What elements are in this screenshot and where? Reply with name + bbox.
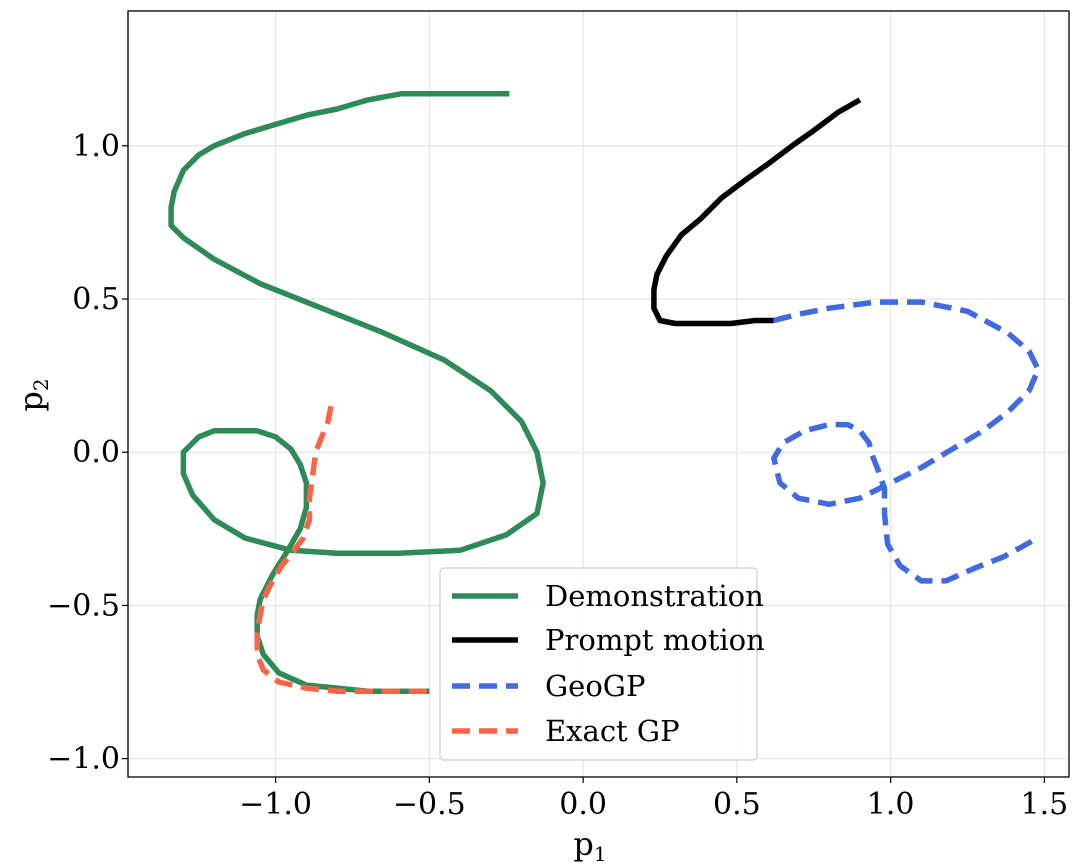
ticks: −1.0 −0.5 0.0 0.5 1.0 1.5 −1.0 −0.5 0.0 0.5 1.0 xyxy=(47,129,1068,822)
y-axis-label-subscript: 2 xyxy=(29,378,53,391)
x-tick-label: 1.0 xyxy=(867,787,915,822)
plot-frame xyxy=(127,10,1070,778)
legend-label-prompt-motion: Prompt motion xyxy=(545,623,765,657)
x-tick-label: 1.5 xyxy=(1021,787,1069,822)
x-axis-label-subscript: 1 xyxy=(594,842,607,866)
legend: Demonstration Prompt motion GeoGP Exact GP xyxy=(439,567,765,761)
y-tick-label: −1.0 xyxy=(47,742,120,777)
series-line-exact-gp xyxy=(254,405,430,694)
series-line-demonstration xyxy=(168,90,546,694)
series-layer xyxy=(168,90,1041,694)
y-tick-label: 0.5 xyxy=(72,282,120,317)
x-tick-label: 0.5 xyxy=(713,787,761,822)
legend-label-exact-gp: Exact GP xyxy=(545,714,680,748)
series-line-prompt-motion xyxy=(651,97,862,327)
legend-label-geogp: GeoGP xyxy=(545,669,645,703)
y-axis-label: p2 xyxy=(12,378,53,411)
y-tick-label: −0.5 xyxy=(47,588,120,623)
legend-label-demonstration: Demonstration xyxy=(545,579,764,613)
series-line-geogp xyxy=(771,299,1041,584)
legend-box xyxy=(439,567,758,761)
x-axis-label: p1 xyxy=(573,825,606,866)
x-tick-label: 0.0 xyxy=(559,787,607,822)
x-tick-label: −0.5 xyxy=(393,787,466,822)
y-tick-label: 0.0 xyxy=(72,435,120,470)
y-tick-label: 1.0 xyxy=(72,129,120,164)
grid xyxy=(128,11,1069,777)
x-tick-label: −1.0 xyxy=(239,787,312,822)
